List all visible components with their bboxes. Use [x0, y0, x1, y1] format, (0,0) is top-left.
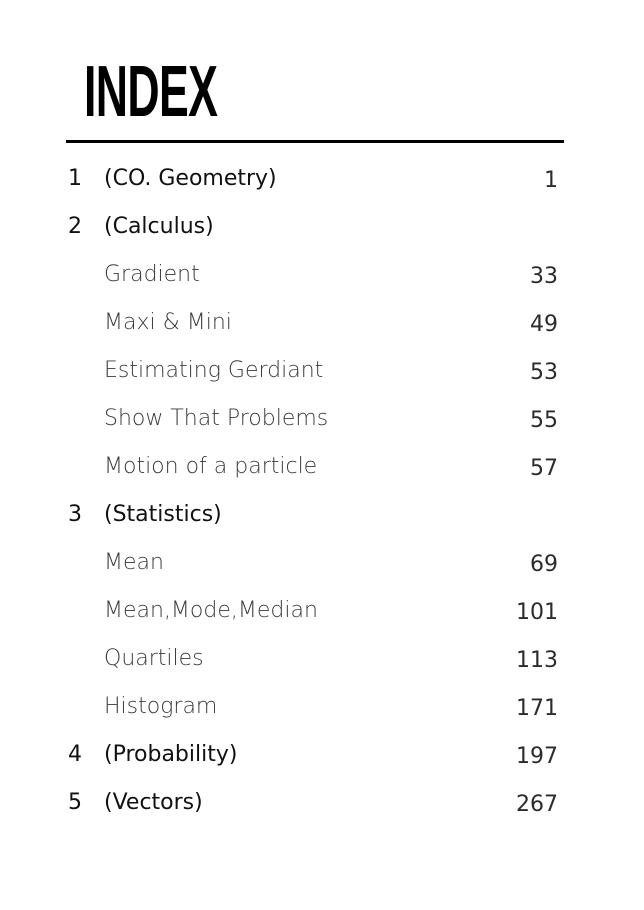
index-entry[interactable]: 2 (Calculus): [66, 204, 564, 252]
entry-label: Show That Problems: [104, 406, 329, 431]
entry-page: 1: [544, 168, 558, 193]
entry-number: 4: [68, 742, 82, 767]
entry-page: 197: [516, 744, 558, 769]
index-entry[interactable]: Estimating Gerdiant 53: [66, 348, 564, 396]
entry-label: Quartiles: [104, 646, 204, 671]
entry-number: 2: [68, 214, 82, 239]
entry-page: 53: [530, 360, 558, 385]
entry-label: Estimating Gerdiant: [104, 358, 324, 383]
index-entry[interactable]: Show That Problems 55: [66, 396, 564, 444]
title-divider: [66, 140, 564, 143]
entry-page: 267: [516, 792, 558, 817]
index-entry[interactable]: Mean 69: [66, 540, 564, 588]
index-entry[interactable]: Mean,Mode,Median 101: [66, 588, 564, 636]
entry-label: Mean,Mode,Median: [104, 598, 318, 623]
entry-label: (Probability): [104, 742, 238, 767]
entry-label: (Vectors): [104, 790, 203, 815]
page-title: INDEX: [84, 52, 218, 132]
index-list: 1 (CO. Geometry) 1 2 (Calculus) Gradient…: [66, 156, 564, 828]
entry-page: 49: [530, 312, 558, 337]
entry-number: 5: [68, 790, 82, 815]
index-entry[interactable]: Histogram 171: [66, 684, 564, 732]
index-entry[interactable]: Maxi & Mini 49: [66, 300, 564, 348]
index-entry[interactable]: 5 (Vectors) 267: [66, 780, 564, 828]
entry-number: 3: [68, 502, 82, 527]
index-entry[interactable]: 1 (CO. Geometry) 1: [66, 156, 564, 204]
entry-number: 1: [68, 166, 82, 191]
index-entry[interactable]: 3 (Statistics): [66, 492, 564, 540]
entry-page: 55: [530, 408, 558, 433]
entry-label: (Calculus): [104, 214, 214, 239]
index-entry[interactable]: 4 (Probability) 197: [66, 732, 564, 780]
entry-label: Motion of a particle: [104, 454, 318, 479]
index-entry[interactable]: Gradient 33: [66, 252, 564, 300]
entry-label: (CO. Geometry): [104, 166, 277, 191]
entry-label: Maxi & Mini: [104, 310, 232, 335]
entry-page: 69: [530, 552, 558, 577]
entry-label: Histogram: [104, 694, 218, 719]
entry-page: 33: [530, 264, 558, 289]
entry-label: Mean: [104, 550, 164, 575]
index-entry[interactable]: Quartiles 113: [66, 636, 564, 684]
entry-page: 101: [516, 600, 558, 625]
index-entry[interactable]: Motion of a particle 57: [66, 444, 564, 492]
entry-page: 171: [516, 696, 558, 721]
entry-page: 113: [516, 648, 558, 673]
entry-page: 57: [530, 456, 558, 481]
entry-label: (Statistics): [104, 502, 222, 527]
entry-label: Gradient: [104, 262, 200, 287]
